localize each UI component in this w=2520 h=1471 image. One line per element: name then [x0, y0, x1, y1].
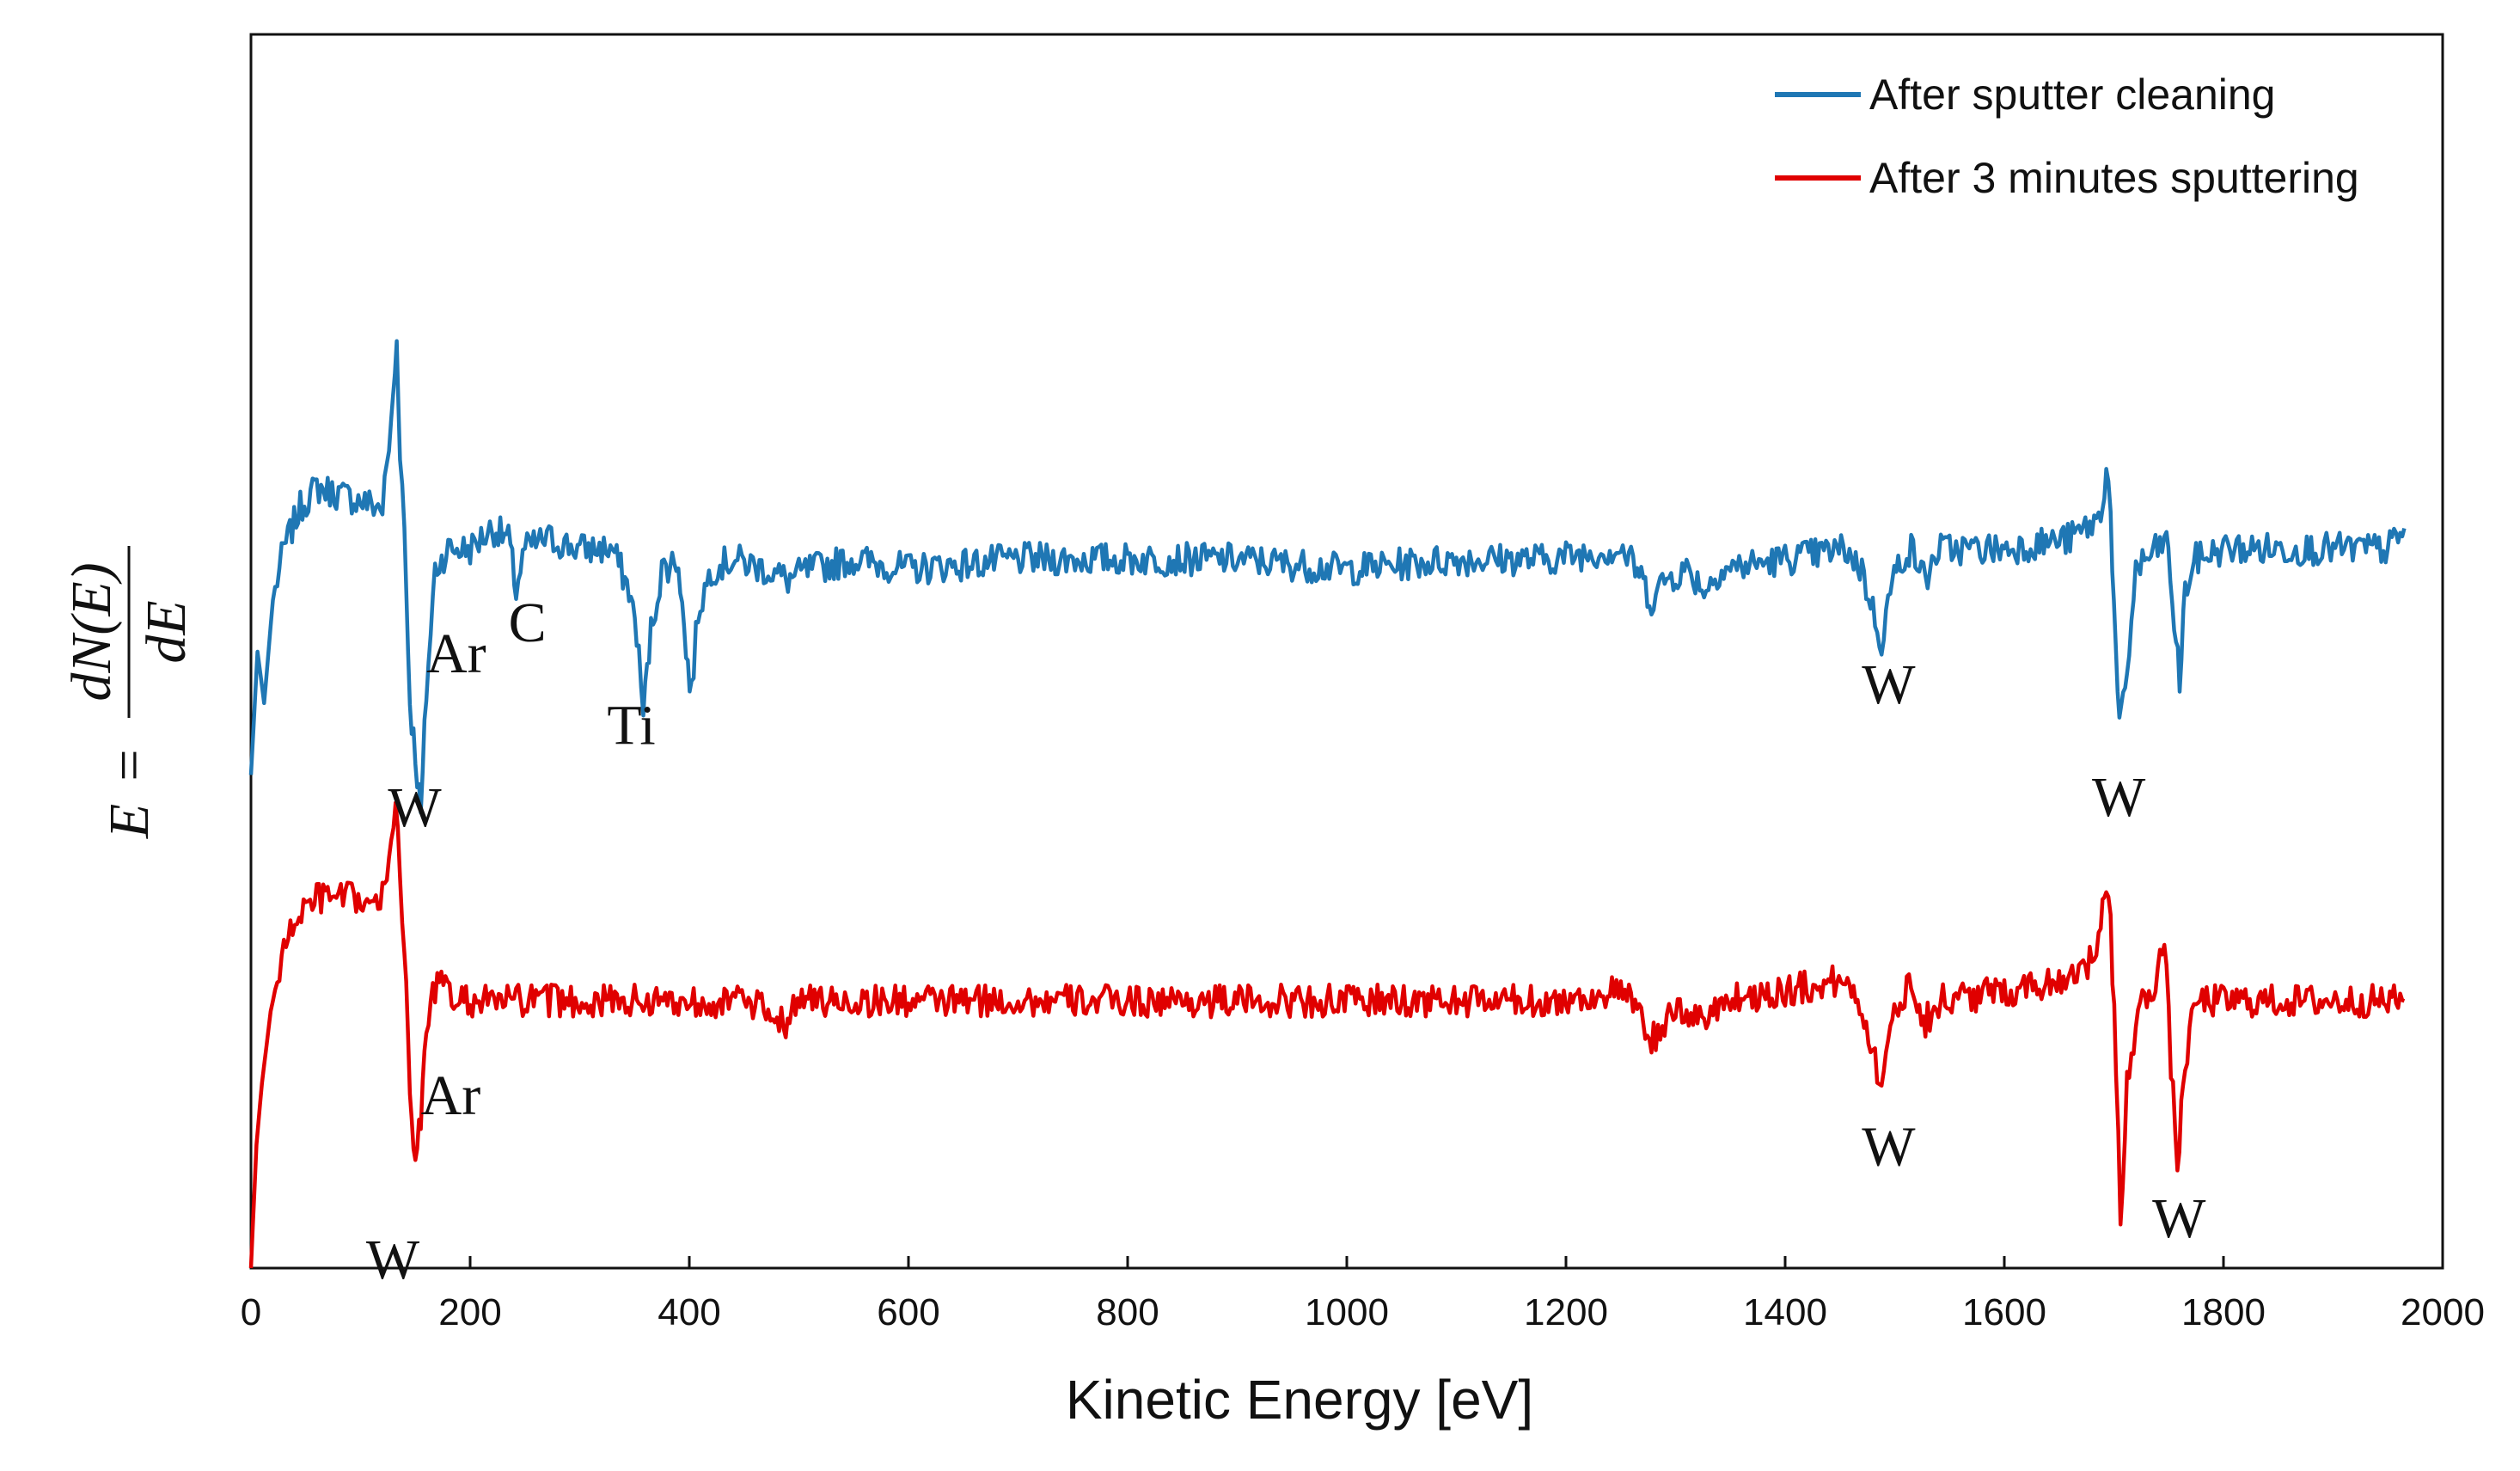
peak-label-w: W	[2152, 1187, 2206, 1250]
x-axis-ticks: 0 200 400 600 800 1000 1200 1400 1600 1800 2000	[241, 1256, 2485, 1333]
x-tick-label: 400	[658, 1291, 720, 1333]
peak-label-w: W	[1862, 653, 1916, 716]
x-tick-label: 200	[438, 1291, 501, 1333]
peak-label-c: C	[509, 591, 547, 654]
x-tick-label: 1800	[2181, 1291, 2266, 1333]
legend: After sputter cleaning After 3 minutes s…	[1775, 70, 2359, 202]
peak-label-w: W	[388, 776, 442, 839]
x-tick-label: 2000	[2401, 1291, 2485, 1333]
plot-frame	[249, 33, 2444, 1270]
series-layer	[248, 339, 2407, 1269]
y-axis-title-lhs: E	[98, 804, 161, 839]
y-axis-title: E = dN(E) dE	[60, 546, 198, 839]
x-tick-label: 800	[1096, 1291, 1159, 1333]
peak-label-w: W	[2092, 766, 2146, 829]
series-line-sputter-cleaning	[248, 339, 2407, 815]
y-axis-title-equals: =	[98, 749, 161, 781]
series-line-3min-sputtering	[248, 800, 2406, 1269]
peak-label-ti: Ti	[607, 695, 655, 757]
legend-label-3min-sputtering: After 3 minutes sputtering	[1869, 154, 2359, 202]
peak-label-w: W	[366, 1229, 420, 1291]
x-tick-label: 0	[241, 1291, 261, 1333]
peak-annotations: Ar C Ti W W W Ar W W W	[366, 591, 2206, 1291]
peak-label-ar: Ar	[426, 622, 486, 685]
y-axis-title-numerator: dN(E)	[60, 562, 123, 701]
peak-label-w: W	[1862, 1116, 1916, 1179]
x-tick-label: 1400	[1743, 1291, 1827, 1333]
y-axis-title-denominator: dE	[135, 600, 198, 663]
x-tick-label: 1000	[1305, 1291, 1389, 1333]
x-tick-label: 1200	[1524, 1291, 1608, 1333]
legend-label-sputter-cleaning: After sputter cleaning	[1869, 70, 2276, 119]
x-tick-label: 600	[877, 1291, 939, 1333]
peak-label-ar: Ar	[421, 1064, 481, 1127]
x-tick-label: 1600	[1962, 1291, 2046, 1333]
x-axis-title: Kinetic Energy [eV]	[1066, 1369, 1533, 1431]
